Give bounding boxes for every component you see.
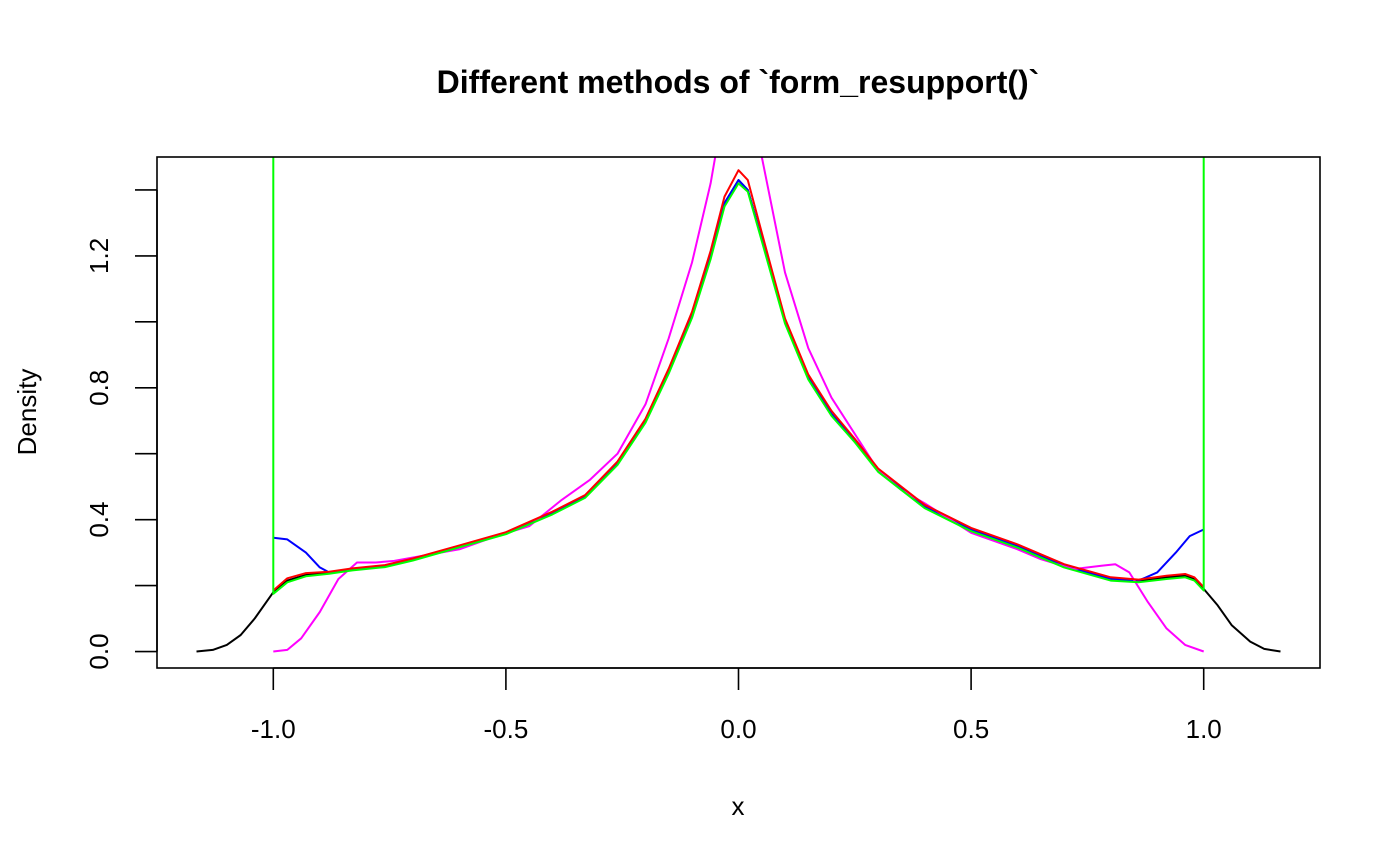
x-axis: -1.0 -0.5 0.0 0.5 1.0 bbox=[251, 667, 1222, 744]
x-tick-label: -0.5 bbox=[483, 714, 528, 744]
x-tick-label: 1.0 bbox=[1186, 714, 1222, 744]
y-tick-label: 0.8 bbox=[84, 370, 114, 406]
y-axis: 0.0 0.4 0.8 1.2 bbox=[84, 189, 158, 670]
y-tick-label: 0.4 bbox=[84, 502, 114, 538]
x-tick-label: -1.0 bbox=[251, 714, 296, 744]
x-tick-label: 0.0 bbox=[720, 714, 756, 744]
series-line-6 bbox=[272, 157, 1205, 595]
y-tick-label: 0.0 bbox=[84, 633, 114, 669]
series-line-2 bbox=[273, 179, 1205, 582]
y-tick-label: 1.2 bbox=[84, 238, 114, 274]
series-line-4 bbox=[760, 157, 1205, 653]
x-axis-label: x bbox=[732, 791, 745, 821]
y-axis-label: Density bbox=[12, 369, 42, 456]
chart-title: Different methods of `form_resupport()` bbox=[437, 64, 1040, 100]
series-line-3 bbox=[273, 157, 717, 653]
series-line-5 bbox=[272, 169, 1205, 592]
x-tick-label: 0.5 bbox=[953, 714, 989, 744]
